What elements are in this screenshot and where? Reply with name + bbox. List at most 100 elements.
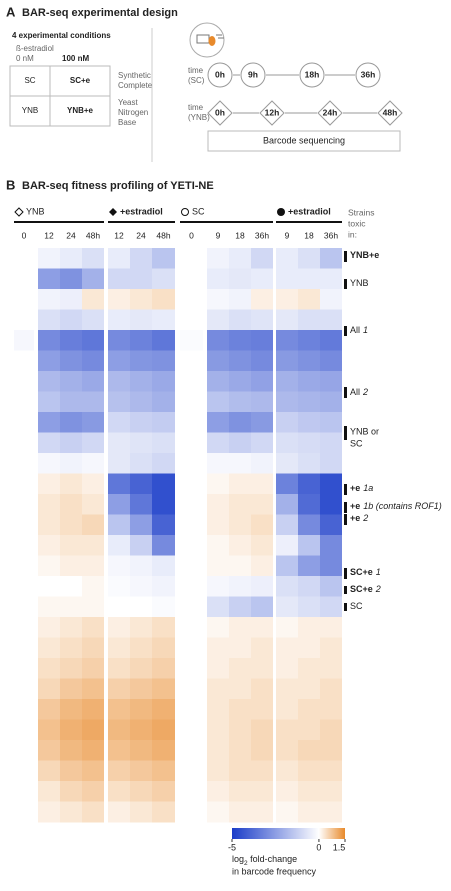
label-italic: 1 bbox=[363, 325, 368, 335]
heatmap-cell bbox=[82, 617, 104, 638]
heatmap-cell bbox=[60, 289, 82, 310]
heatmap-cell bbox=[180, 678, 203, 700]
column-label: 12 bbox=[44, 230, 54, 240]
heatmap-cell bbox=[60, 514, 82, 536]
heatmap-cell bbox=[229, 678, 251, 700]
label-part: fold-change bbox=[248, 854, 298, 864]
timepoint bbox=[207, 100, 233, 126]
heatmap-cell bbox=[14, 514, 34, 536]
strain-label: All 1 bbox=[350, 325, 368, 335]
heatmap-cell bbox=[276, 555, 298, 577]
heatmap-cell bbox=[298, 289, 320, 310]
heatmap-cell bbox=[82, 678, 104, 700]
heatmap-cell bbox=[152, 699, 175, 720]
heatmap-cell bbox=[152, 309, 175, 331]
heatmap-cell bbox=[207, 617, 229, 638]
heatmap-cell bbox=[82, 658, 104, 679]
heatmap-cell bbox=[130, 309, 152, 331]
heatmap-cell bbox=[180, 781, 203, 802]
column-label: 48h bbox=[86, 230, 100, 240]
heatmap-cell bbox=[60, 658, 82, 679]
heatmap-cell bbox=[82, 330, 104, 351]
heatmap-cell bbox=[180, 658, 203, 679]
heatmap-cell bbox=[207, 699, 229, 720]
heatmap-cell bbox=[320, 637, 342, 659]
heatmap-cell bbox=[38, 494, 60, 515]
heatmap-cell bbox=[276, 576, 298, 597]
heatmap-cell bbox=[152, 637, 175, 659]
colorbar bbox=[232, 828, 345, 839]
heatmap-cell bbox=[180, 535, 203, 556]
sequencing-box bbox=[207, 130, 401, 152]
heatmap-cell bbox=[152, 719, 175, 741]
column-label: 12 bbox=[114, 230, 124, 240]
heatmap-cell bbox=[60, 781, 82, 802]
heatmap-cell bbox=[152, 658, 175, 679]
heatmap-cell bbox=[14, 699, 34, 720]
heatmap-cell bbox=[60, 637, 82, 659]
strain-label: YNB or bbox=[350, 426, 379, 436]
heatmap-cell bbox=[207, 309, 229, 331]
group-label: +estradiol bbox=[288, 206, 331, 216]
label-bar bbox=[344, 426, 347, 440]
heatmap-cell bbox=[14, 453, 34, 474]
heatmap-cell bbox=[14, 760, 34, 782]
heatmap-cell bbox=[276, 617, 298, 638]
heatmap-cell bbox=[207, 760, 229, 782]
heatmap-cell bbox=[251, 309, 273, 331]
timepoint-label: 9h bbox=[248, 69, 258, 79]
heatmap-cell bbox=[180, 473, 203, 495]
heatmap-cell bbox=[207, 678, 229, 700]
heatmap-cell bbox=[276, 719, 298, 741]
heatmap-cell bbox=[82, 740, 104, 761]
column-label: 36h bbox=[324, 230, 338, 240]
heatmap-cell bbox=[180, 248, 203, 269]
label-italic: 2 bbox=[362, 387, 368, 397]
group-label: +estradiol bbox=[120, 206, 163, 216]
heatmap-cell bbox=[60, 596, 82, 618]
heatmap-cell bbox=[14, 268, 34, 290]
heatmap-cell bbox=[60, 617, 82, 638]
label-bar bbox=[344, 568, 347, 579]
heatmap-cell bbox=[130, 781, 152, 802]
heatmap-cell bbox=[38, 576, 60, 597]
heatmap-cell bbox=[180, 309, 203, 331]
label-main: +e bbox=[350, 513, 360, 523]
heatmap-cell bbox=[207, 801, 229, 823]
heatmap-cell bbox=[14, 309, 34, 331]
heatmap-cell bbox=[320, 617, 342, 638]
heatmap-cell bbox=[320, 514, 342, 536]
label-main: All bbox=[350, 325, 360, 335]
label-bar bbox=[344, 326, 347, 336]
heatmap-cell bbox=[207, 658, 229, 679]
heatmap-cell bbox=[320, 268, 342, 290]
label-main: +e bbox=[350, 483, 360, 493]
heatmap-cell bbox=[60, 576, 82, 597]
heatmap-cell bbox=[38, 617, 60, 638]
heatmap-cell bbox=[320, 473, 342, 495]
heatmap-cell bbox=[38, 412, 60, 433]
heatmap-cell bbox=[82, 637, 104, 659]
heatmap-cell bbox=[320, 309, 342, 331]
heatmap-cell bbox=[207, 453, 229, 474]
heatmap-cell bbox=[152, 289, 175, 310]
heatmap-cell bbox=[180, 432, 203, 454]
heatmap-cell bbox=[130, 596, 152, 618]
heatmap-cell bbox=[251, 678, 273, 700]
heatmap-cell bbox=[38, 596, 60, 618]
heatmap-cell bbox=[251, 473, 273, 495]
heatmap-cell bbox=[108, 658, 130, 679]
colorbar-tick-label: -5 bbox=[228, 842, 236, 852]
heatmap-cell bbox=[320, 453, 342, 474]
panel-title: BAR-seq experimental design bbox=[22, 7, 178, 19]
heatmap-cell bbox=[38, 330, 60, 351]
heatmap-cell bbox=[207, 473, 229, 495]
heatmap-cell bbox=[108, 699, 130, 720]
group-label: SC bbox=[192, 206, 205, 216]
heatmap-cell bbox=[60, 740, 82, 761]
heatmap-cell bbox=[320, 699, 342, 720]
heatmap-cell bbox=[298, 432, 320, 454]
heatmap-cell bbox=[180, 740, 203, 761]
heatmap-cell bbox=[130, 740, 152, 761]
heatmap-cell bbox=[298, 350, 320, 372]
